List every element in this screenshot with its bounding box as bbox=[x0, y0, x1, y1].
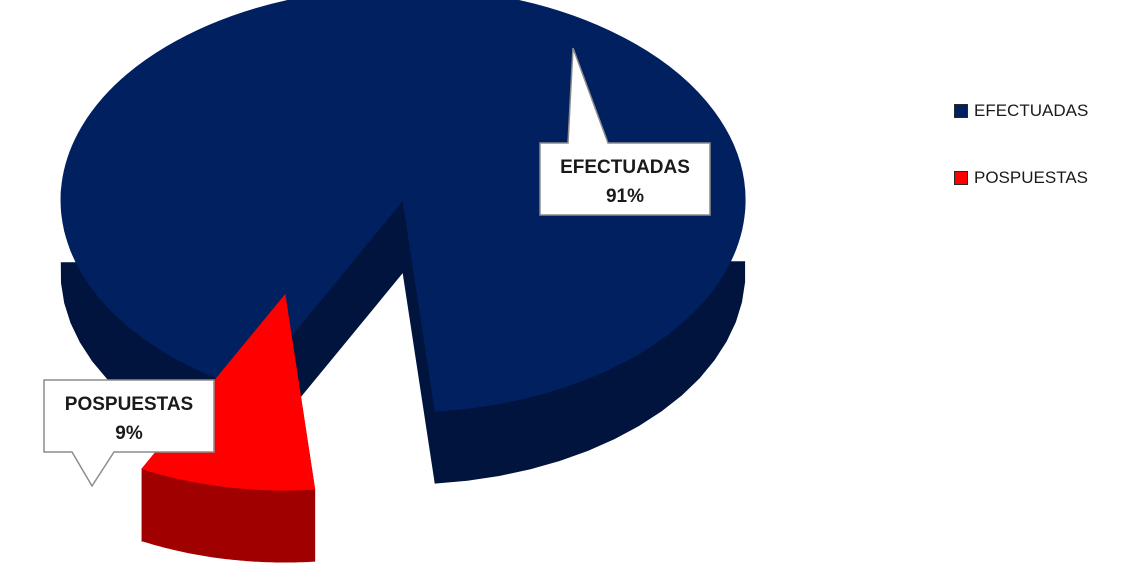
callout-box-efectuadas bbox=[539, 47, 711, 216]
data-label-efectuadas-value: 91% bbox=[606, 186, 644, 207]
legend: EFECTUADAS POSPUESTAS bbox=[954, 100, 1088, 234]
callout-box-pospuestas bbox=[43, 379, 215, 488]
data-label-pospuestas-name: POSPUESTAS bbox=[65, 394, 193, 415]
data-label-pospuestas-value: 9% bbox=[115, 423, 143, 444]
legend-item-pospuestas: POSPUESTAS bbox=[954, 167, 1088, 189]
legend-swatch-efectuadas bbox=[954, 104, 968, 118]
legend-item-efectuadas: EFECTUADAS bbox=[954, 100, 1088, 122]
legend-label-efectuadas: EFECTUADAS bbox=[974, 101, 1089, 120]
legend-label-pospuestas: POSPUESTAS bbox=[974, 168, 1088, 187]
data-label-efectuadas-name: EFECTUADAS bbox=[560, 157, 690, 178]
data-label-callouts: EFECTUADAS 91% POSPUESTAS 9% bbox=[43, 47, 711, 488]
legend-swatch-pospuestas bbox=[954, 171, 968, 185]
